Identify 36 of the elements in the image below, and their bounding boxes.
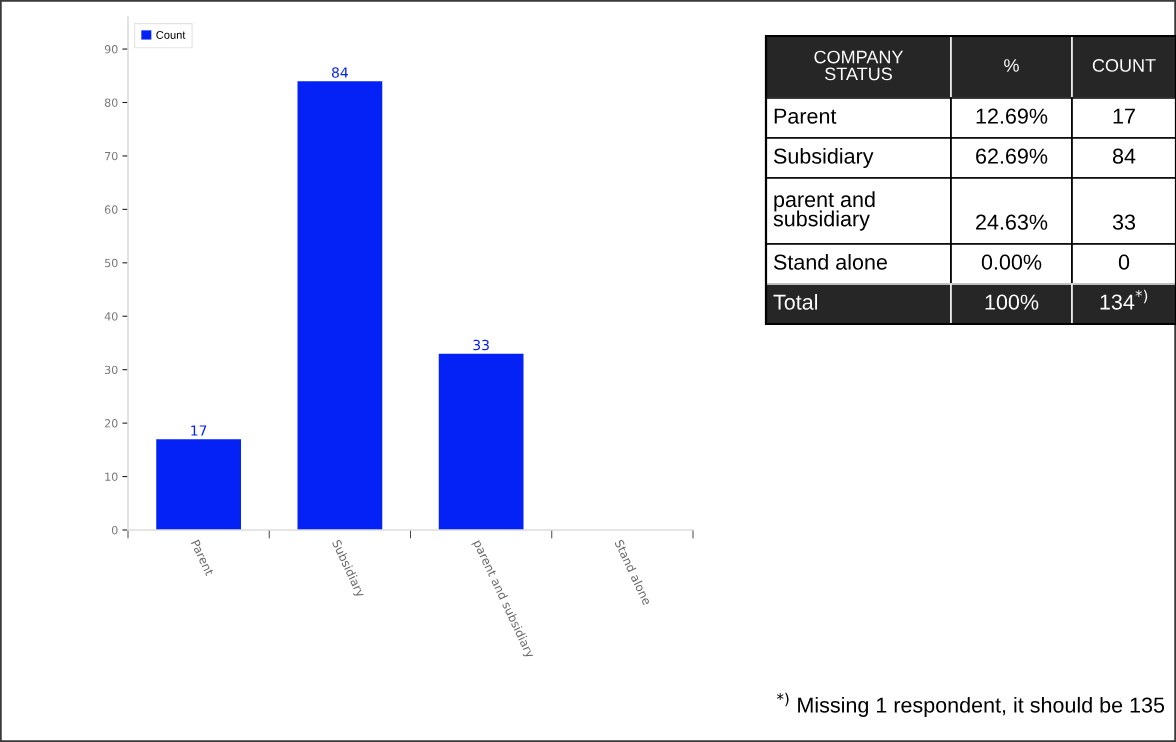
- y-tick-label: 10: [105, 472, 118, 481]
- category-label: Subsidiary: [773, 147, 874, 169]
- series-label: COUNT: [1092, 59, 1156, 72]
- data-label: 33: [473, 339, 489, 351]
- y-tick-label: 40: [104, 312, 118, 321]
- data-label: 33: [1112, 214, 1136, 230]
- data-label: 134$^{*)}$: [1100, 289, 1148, 310]
- category-label: Stand alone: [773, 253, 887, 270]
- bar: [438, 353, 524, 530]
- data-label: 100%: [985, 294, 1039, 310]
- y-tick-label: 0: [111, 525, 118, 535]
- y-tick-label: 80: [104, 98, 118, 107]
- data-label: 84: [1112, 148, 1136, 164]
- text: COMPANY STATUS: [814, 50, 904, 81]
- bar: [297, 81, 383, 530]
- text: $^{*)}$ Missing 1 respondent, it should be 135: [776, 692, 1165, 717]
- data-label: 12.69%: [976, 108, 1048, 124]
- data-label: 84: [331, 67, 348, 78]
- data-label: 0.00%: [981, 254, 1042, 270]
- bar: [156, 439, 241, 530]
- legend-label: Count: [156, 31, 186, 39]
- y-tick-label: 30: [104, 365, 118, 375]
- category-label: parent and subsidiary: [773, 191, 875, 231]
- series-label: %: [1004, 59, 1019, 72]
- category-label: Parent: [774, 108, 837, 124]
- y-tick-label: 20: [104, 419, 118, 428]
- y-tick-label: 60: [104, 205, 118, 214]
- y-tick-label: 70: [105, 151, 118, 161]
- data-label: 24.63%: [976, 214, 1048, 230]
- category-label: Total: [773, 293, 818, 310]
- data-label: 17: [191, 425, 207, 436]
- data-label: 62.69%: [976, 148, 1048, 164]
- data-label: 0: [1118, 254, 1130, 270]
- y-tick-label: 90: [104, 45, 118, 54]
- y-tick-label: 50: [105, 258, 118, 268]
- data-label: 17: [1113, 108, 1135, 124]
